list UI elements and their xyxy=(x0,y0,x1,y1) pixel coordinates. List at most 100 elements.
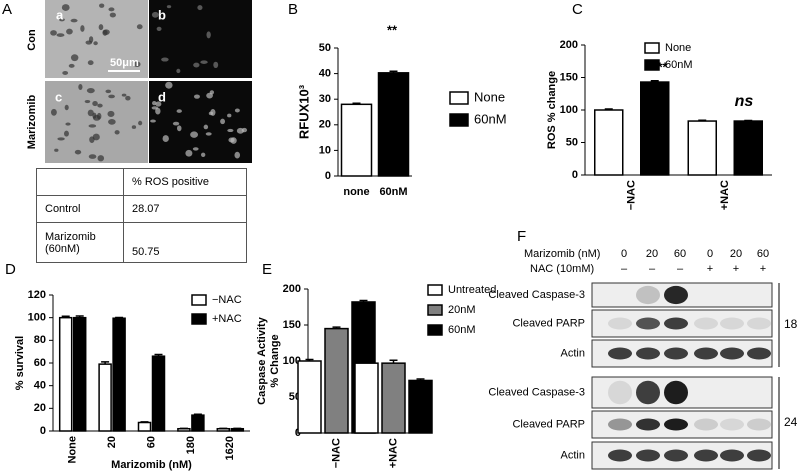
y-tick-label: 50 xyxy=(319,42,331,54)
cell xyxy=(241,127,248,133)
error-bar xyxy=(101,361,110,365)
band xyxy=(636,418,660,431)
cell xyxy=(213,61,219,69)
cell xyxy=(200,60,208,64)
x-tick-label: None xyxy=(67,436,79,464)
lane-label: + xyxy=(707,263,713,275)
y-tick-label: 0 xyxy=(572,169,578,181)
x-tick-label: none xyxy=(343,186,369,198)
cell xyxy=(227,128,234,133)
lane-label: 20 xyxy=(730,248,742,260)
band xyxy=(636,317,660,330)
cell xyxy=(155,101,162,107)
bar xyxy=(408,379,433,434)
cell xyxy=(105,89,112,94)
bar xyxy=(733,120,763,176)
cell xyxy=(151,11,159,18)
cell xyxy=(54,148,59,152)
x-tick-label: +NAC xyxy=(387,438,399,468)
cell xyxy=(50,108,57,116)
cell xyxy=(234,108,240,113)
cell xyxy=(99,3,105,8)
x-tick-label: −NAC xyxy=(626,180,638,210)
table-cell: Control xyxy=(36,195,124,223)
cell xyxy=(114,130,120,135)
blot-row-label: Actin xyxy=(561,347,585,359)
band xyxy=(636,347,660,360)
y-tick-label: 0 xyxy=(325,170,331,182)
lane-label: 60 xyxy=(757,248,769,260)
cell xyxy=(176,109,182,113)
cell xyxy=(166,5,172,9)
blot-header-label: NAC (10mM) xyxy=(530,263,594,275)
legend-swatch xyxy=(427,284,443,296)
band xyxy=(636,449,660,462)
y-tick-label: 100 xyxy=(28,312,46,324)
panel-letter: A xyxy=(2,1,12,18)
bar xyxy=(687,120,717,176)
cell xyxy=(125,95,131,101)
legend-label: Untreated xyxy=(448,284,496,296)
error-bar xyxy=(154,353,163,357)
cell xyxy=(156,26,162,31)
error-bar xyxy=(75,315,84,318)
cell xyxy=(70,18,78,23)
bar xyxy=(72,316,87,432)
y-tick-label: 40 xyxy=(34,380,46,392)
panel-letter: F xyxy=(517,228,526,245)
bar xyxy=(377,72,410,177)
cell xyxy=(88,124,97,128)
cell xyxy=(121,93,127,97)
blot-strip xyxy=(591,282,773,308)
cell xyxy=(165,81,173,89)
x-tick-label: 20 xyxy=(106,436,118,448)
blot-row-label: Cleaved Caspase-3 xyxy=(488,289,585,301)
band xyxy=(747,449,771,462)
y-tick-label: 120 xyxy=(28,289,46,301)
x-tick-label: 1620 xyxy=(224,436,236,460)
cell xyxy=(193,62,200,68)
cell xyxy=(93,41,98,46)
legend-label: 60nM xyxy=(448,324,476,336)
cell xyxy=(176,68,181,74)
cell xyxy=(85,40,93,45)
table-cell: % ROS positive xyxy=(123,168,247,196)
legend-label: None xyxy=(665,42,691,54)
cell xyxy=(200,152,206,157)
error-bar xyxy=(389,70,398,73)
y-axis-label: % survival xyxy=(14,336,26,390)
error-bar xyxy=(352,102,361,105)
cell xyxy=(227,113,232,118)
legend-swatch xyxy=(449,113,469,127)
x-axis-label: Marizomib (nM) xyxy=(111,459,192,471)
y-axis-label: ROS % change xyxy=(546,71,558,149)
annotation: ** xyxy=(387,22,398,37)
lane-label: – xyxy=(621,263,628,275)
panel-letter: B xyxy=(288,1,298,18)
blot-row-label: Cleaved Caspase-3 xyxy=(488,386,585,398)
cell xyxy=(70,54,79,62)
scale-bar-label: 50μm xyxy=(110,57,139,69)
cell xyxy=(172,121,180,126)
tile-label: d xyxy=(158,89,166,104)
y-tick-label: 150 xyxy=(283,319,301,331)
y-tick-label: 40 xyxy=(319,68,331,80)
lane-label: 60 xyxy=(674,248,686,260)
bar xyxy=(354,362,379,434)
legend-label: −NAC xyxy=(212,294,242,306)
cell xyxy=(92,114,101,121)
band xyxy=(747,418,771,431)
cells xyxy=(50,3,248,162)
cell xyxy=(220,118,226,125)
error-bar xyxy=(698,119,707,122)
cell xyxy=(192,147,199,151)
cell xyxy=(206,92,213,99)
cell xyxy=(108,119,116,125)
table-cell: 50.75 xyxy=(123,222,247,263)
bar xyxy=(191,414,205,432)
y-tick-label: 20 xyxy=(34,402,46,414)
bar xyxy=(137,421,152,432)
legend-swatch xyxy=(449,91,469,105)
lane-label: + xyxy=(733,263,739,275)
